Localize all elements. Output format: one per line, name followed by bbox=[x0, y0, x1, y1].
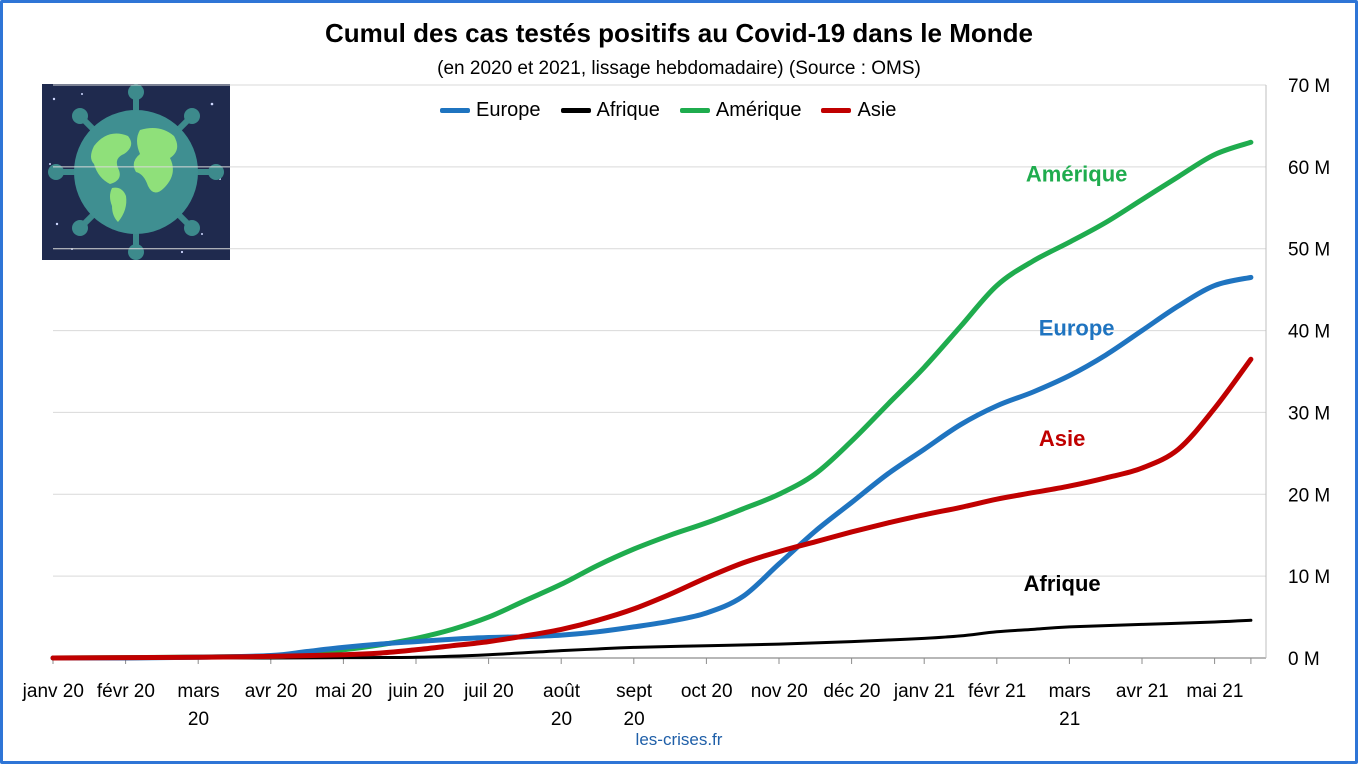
chart-legend: Europe Afrique Amérique Asie bbox=[440, 99, 896, 122]
globe-virus-icon bbox=[42, 84, 230, 260]
legend-item: Afrique bbox=[560, 99, 660, 122]
legend-label: Amérique bbox=[715, 99, 802, 121]
legend-swatch bbox=[440, 108, 470, 113]
legend-item: Amérique bbox=[679, 99, 802, 122]
chart-title: Cumul des cas testés positifs au Covid-1… bbox=[325, 18, 1033, 48]
legend-label: Afrique bbox=[596, 99, 660, 121]
legend-label: Asie bbox=[857, 99, 897, 121]
legend-swatch bbox=[679, 108, 710, 113]
legend-item: Asie bbox=[821, 99, 896, 122]
legend-item: Europe bbox=[440, 99, 541, 122]
legend-label: Europe bbox=[476, 99, 541, 121]
legend-swatch bbox=[821, 108, 852, 113]
source-label: les-crises.fr bbox=[635, 730, 723, 749]
chart-subtitle: (en 2020 et 2021, lissage hebdomadaire) … bbox=[437, 58, 921, 79]
legend-swatch bbox=[560, 108, 591, 113]
